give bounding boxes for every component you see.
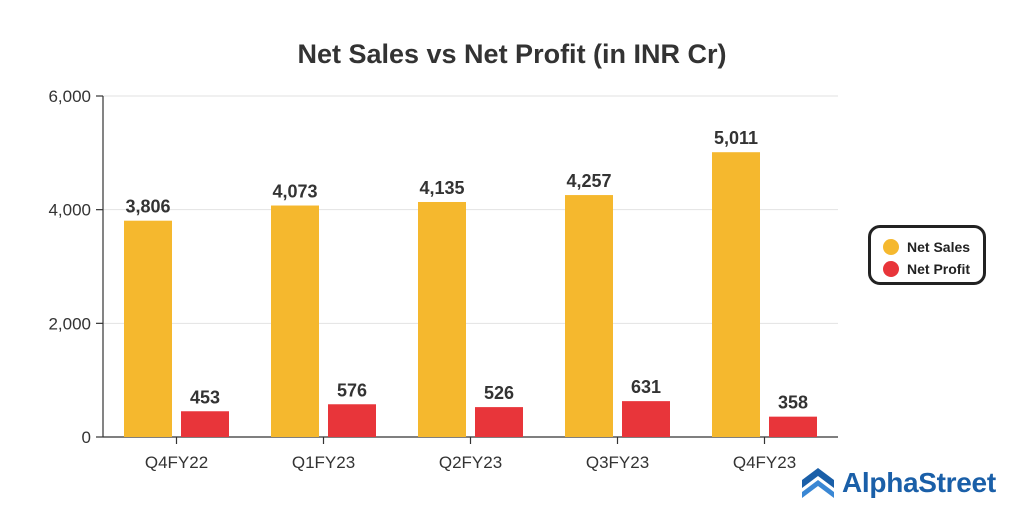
bar-net-sales bbox=[712, 152, 760, 437]
x-tick-label: Q4FY22 bbox=[145, 453, 208, 472]
bar-net-profit bbox=[622, 401, 670, 437]
bar-net-profit bbox=[328, 404, 376, 437]
legend-label-net-profit: Net Profit bbox=[907, 261, 970, 277]
alphastreet-logo-text: AlphaStreet bbox=[842, 467, 996, 498]
legend-item-net-sales: Net Sales bbox=[883, 236, 983, 258]
bar-net-profit bbox=[475, 407, 523, 437]
data-label-net-sales: 3,806 bbox=[125, 197, 170, 217]
y-tick-label: 0 bbox=[82, 428, 91, 447]
bar-net-sales bbox=[271, 205, 319, 437]
data-label-net-profit: 453 bbox=[190, 387, 220, 407]
alphastreet-logo: AlphaStreet bbox=[800, 466, 996, 500]
data-label-net-profit: 576 bbox=[337, 380, 367, 400]
bar-net-sales bbox=[418, 201, 466, 437]
alphastreet-logo-icon bbox=[802, 468, 834, 498]
y-tick-label: 2,000 bbox=[48, 314, 91, 333]
y-tick-label: 6,000 bbox=[48, 87, 91, 106]
x-tick-label: Q3FY23 bbox=[586, 453, 649, 472]
bars bbox=[124, 152, 817, 437]
legend-item-net-profit: Net Profit bbox=[883, 258, 983, 280]
data-label-net-profit: 631 bbox=[631, 377, 661, 397]
data-label-net-sales: 5,011 bbox=[714, 128, 758, 148]
legend-swatch-net-sales bbox=[883, 239, 899, 255]
legend: Net Sales Net Profit bbox=[868, 225, 986, 285]
data-label-net-profit: 526 bbox=[484, 383, 514, 403]
data-label-net-sales: 4,257 bbox=[566, 171, 611, 191]
data-label-net-profit: 358 bbox=[778, 393, 808, 413]
y-tick-label: 4,000 bbox=[48, 201, 91, 220]
data-labels: 3,806 453 4,073 576 4,135 526 4,257 631 5,011 358 bbox=[125, 128, 808, 412]
bar-net-profit bbox=[181, 411, 229, 437]
data-label-net-sales: 4,135 bbox=[419, 178, 464, 198]
bar-net-sales bbox=[565, 195, 613, 437]
x-tick-label: Q1FY23 bbox=[292, 453, 355, 472]
bar-net-sales bbox=[124, 220, 172, 437]
data-label-net-sales: 4,073 bbox=[272, 182, 317, 202]
x-tick-label: Q2FY23 bbox=[439, 453, 502, 472]
bar-net-profit bbox=[769, 416, 817, 437]
x-tick-label: Q4FY23 bbox=[733, 453, 796, 472]
legend-swatch-net-profit bbox=[883, 261, 899, 277]
chart-title: Net Sales vs Net Profit (in INR Cr) bbox=[297, 39, 726, 69]
legend-label-net-sales: Net Sales bbox=[907, 239, 971, 255]
